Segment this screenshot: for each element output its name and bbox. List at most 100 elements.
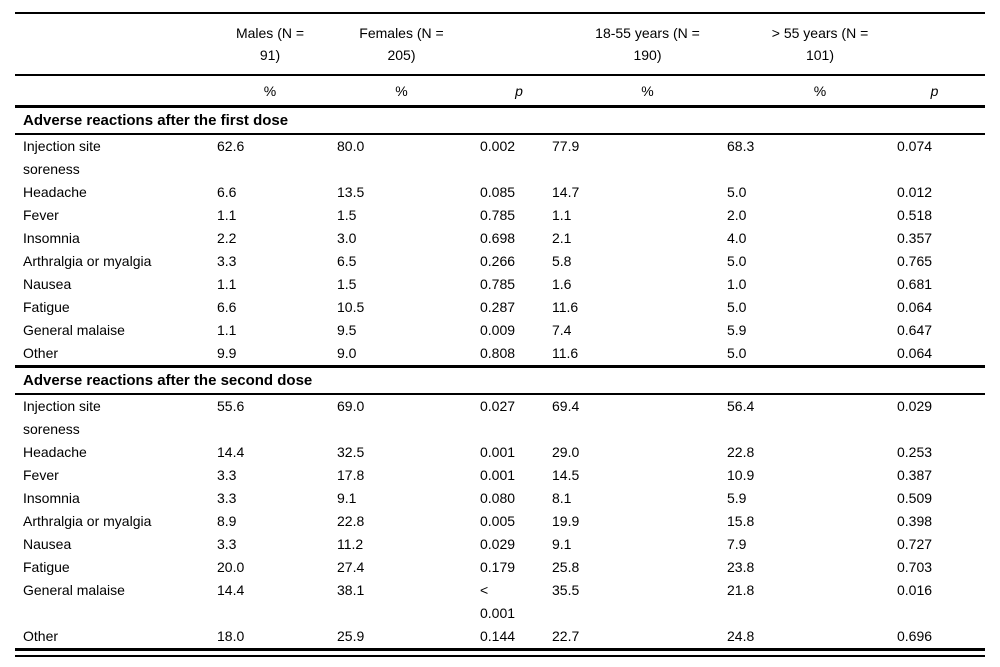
table-row: Injection site soreness 55.6 69.0 0.027 69.4… bbox=[15, 395, 985, 441]
value-cell: 9.0 bbox=[330, 342, 473, 368]
value-cell: 68.3 bbox=[727, 138, 755, 154]
section-title: Adverse reactions after the second dose bbox=[15, 368, 985, 395]
value-cell: 0.179 bbox=[480, 559, 516, 575]
col-header-p2-spacer bbox=[890, 14, 985, 76]
col-header-females: Females (N = 205) bbox=[330, 14, 473, 76]
value-cell: 0.647 bbox=[897, 322, 933, 338]
table-row: General malaise 14.4 38.1 < 0.001 35.5 21.8 0.… bbox=[15, 579, 985, 625]
value-cell: 1.5 bbox=[337, 276, 357, 292]
value-cell: 0.080 bbox=[480, 490, 516, 506]
value-cell: 0.696 bbox=[890, 625, 985, 651]
value-cell: 0.029 bbox=[897, 398, 933, 414]
value-cell: 5.0 bbox=[727, 253, 747, 269]
value-cell: 5.9 bbox=[727, 322, 747, 338]
row-label: Fatigue bbox=[23, 299, 70, 315]
table-row: Arthralgia or myalgia 3.3 6.5 0.266 5.8 5.0 0.… bbox=[15, 250, 985, 273]
row-label: Injection site soreness bbox=[23, 398, 101, 437]
section-title-row: Adverse reactions after the second dose bbox=[15, 368, 985, 395]
value-cell: 14.7 bbox=[552, 184, 580, 200]
row-label: Fatigue bbox=[23, 559, 70, 575]
table-row: Injection site soreness 62.6 80.0 0.002 77.9… bbox=[15, 135, 985, 181]
group-header-row: Males (N = 91) Females (N = 205) 18-55 y… bbox=[15, 14, 985, 76]
table-row: Other 9.9 9.0 0.808 11.6 5.0 0.064 bbox=[15, 342, 985, 368]
table-row: Arthralgia or myalgia 8.9 22.8 0.005 19.9 15.… bbox=[15, 510, 985, 533]
row-label: Arthralgia or myalgia bbox=[23, 253, 152, 269]
value-cell: 0.357 bbox=[897, 230, 933, 246]
sub-header-percent-males: % bbox=[210, 76, 330, 108]
value-cell: 1.1 bbox=[217, 276, 237, 292]
row-label: Headache bbox=[23, 444, 87, 460]
value-cell: 4.0 bbox=[727, 230, 747, 246]
row-label: Headache bbox=[23, 184, 87, 200]
row-label: Other bbox=[15, 625, 210, 651]
value-cell: 0.681 bbox=[897, 276, 933, 292]
row-label: Nausea bbox=[23, 536, 72, 552]
value-cell: 0.518 bbox=[897, 207, 933, 223]
value-cell: 56.4 bbox=[727, 398, 755, 414]
value-cell: 0.144 bbox=[473, 625, 545, 651]
value-cell: 0.001 bbox=[480, 467, 516, 483]
corner-cell bbox=[15, 14, 210, 76]
value-cell: 0.703 bbox=[897, 559, 933, 575]
value-cell: 9.9 bbox=[210, 342, 330, 368]
sub-header-percent-18-55: % bbox=[545, 76, 720, 108]
value-cell: 69.0 bbox=[337, 398, 365, 414]
value-cell: 0.266 bbox=[480, 253, 516, 269]
value-cell: 0.074 bbox=[897, 138, 933, 154]
table-row: Other 18.0 25.9 0.144 22.7 24.8 0.696 bbox=[15, 625, 985, 651]
value-cell: 3.3 bbox=[217, 467, 237, 483]
row-label: Fever bbox=[23, 467, 59, 483]
row-label: Arthralgia or myalgia bbox=[23, 513, 152, 529]
value-cell: 22.8 bbox=[337, 513, 365, 529]
value-cell: 0.398 bbox=[897, 513, 933, 529]
value-cell: 0.064 bbox=[890, 342, 985, 368]
value-cell: 17.8 bbox=[337, 467, 365, 483]
row-label: Insomnia bbox=[23, 490, 80, 506]
value-cell: 80.0 bbox=[337, 138, 365, 154]
table-row: Nausea 3.3 11.2 0.029 9.1 7.9 0.727 bbox=[15, 533, 985, 556]
document-page: Males (N = 91) Females (N = 205) 18-55 y… bbox=[0, 12, 1000, 667]
value-cell: 25.9 bbox=[330, 625, 473, 651]
sub-header-p2: p bbox=[890, 76, 985, 108]
value-cell: 1.1 bbox=[217, 322, 237, 338]
value-cell: 0.509 bbox=[897, 490, 933, 506]
col-header-18-55-years: 18-55 years (N = 190) bbox=[545, 14, 720, 76]
value-cell: 0.727 bbox=[897, 536, 933, 552]
value-cell: 0.029 bbox=[480, 536, 516, 552]
value-cell: 23.8 bbox=[727, 559, 755, 575]
value-cell: 5.0 bbox=[727, 184, 747, 200]
value-cell: 14.4 bbox=[217, 444, 245, 460]
row-label: General malaise bbox=[23, 322, 125, 338]
value-cell: 7.4 bbox=[552, 322, 572, 338]
value-cell: 11.6 bbox=[552, 299, 579, 315]
col-header-males: Males (N = 91) bbox=[210, 14, 330, 76]
value-cell: 0.012 bbox=[897, 184, 933, 200]
row-label: General malaise bbox=[23, 582, 125, 598]
value-cell: 3.0 bbox=[337, 230, 357, 246]
value-cell: 10.9 bbox=[727, 467, 755, 483]
value-cell: 14.5 bbox=[552, 467, 580, 483]
value-cell: 2.1 bbox=[552, 230, 572, 246]
value-cell: 2.2 bbox=[217, 230, 237, 246]
value-cell: 11.2 bbox=[337, 536, 364, 552]
value-cell: 18.0 bbox=[210, 625, 330, 651]
value-cell: 7.9 bbox=[727, 536, 747, 552]
row-label: Other bbox=[15, 342, 210, 368]
table-row: Headache 6.6 13.5 0.085 14.7 5.0 0.012 bbox=[15, 181, 985, 204]
value-cell: 0.027 bbox=[480, 398, 516, 414]
value-cell: 2.0 bbox=[727, 207, 747, 223]
table-row: General malaise 1.1 9.5 0.009 7.4 5.9 0.647 bbox=[15, 319, 985, 342]
value-cell: 6.6 bbox=[217, 299, 237, 315]
value-cell: 0.765 bbox=[897, 253, 933, 269]
value-cell: 38.1 bbox=[337, 582, 365, 598]
value-cell: 25.8 bbox=[552, 559, 580, 575]
section-title: Adverse reactions after the first dose bbox=[15, 108, 985, 135]
value-cell: 3.3 bbox=[217, 253, 237, 269]
value-cell: 3.3 bbox=[217, 536, 237, 552]
table-row: Fever 3.3 17.8 0.001 14.5 10.9 0.387 bbox=[15, 464, 985, 487]
col-header-over-55-years: > 55 years (N = 101) bbox=[720, 14, 890, 76]
value-cell: 77.9 bbox=[552, 138, 580, 154]
value-cell: 35.5 bbox=[552, 582, 580, 598]
value-cell: 0.253 bbox=[897, 444, 933, 460]
value-cell: 0.287 bbox=[480, 299, 516, 315]
